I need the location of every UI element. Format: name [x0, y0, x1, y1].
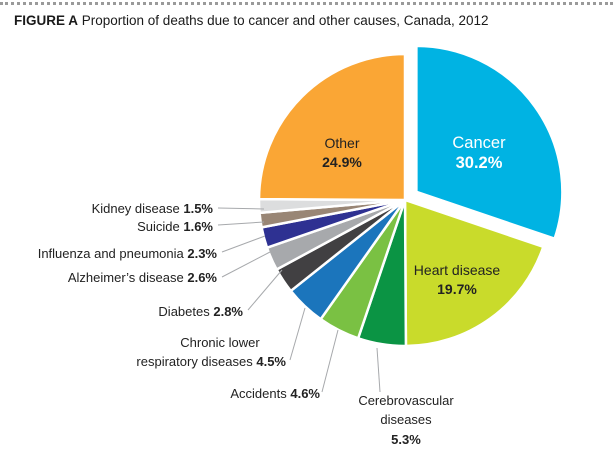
pie-slice-cancer: [415, 44, 564, 240]
figure-label: FIGURE A: [14, 13, 78, 28]
title-bar: FIGURE A Proportion of deaths due to can…: [0, 0, 613, 44]
label-chronic-line2: respiratory diseases 4.5%: [136, 354, 286, 369]
label-cancer-name: Cancer: [452, 134, 506, 152]
chart-title: FIGURE A Proportion of deaths due to can…: [14, 13, 489, 28]
leader-line-suicide: [217, 221, 265, 226]
label-suicide-value: 1.6%: [183, 219, 213, 234]
label-influenza-value: 2.3%: [187, 246, 217, 261]
pie-slice-other: [257, 52, 407, 202]
leader-line-alzheimer: [221, 251, 271, 278]
label-kidney: Kidney disease 1.5%: [92, 201, 214, 216]
label-alzheimer: Alzheimer’s disease 2.6%: [68, 270, 218, 285]
dotted-rule: [0, 2, 613, 5]
pie-slices: [257, 44, 564, 348]
label-diabetes: Diabetes 2.8%: [158, 304, 243, 319]
label-alzheimer-value: 2.6%: [187, 270, 217, 285]
label-chronic-line2-text: respiratory diseases: [136, 354, 253, 369]
leader-line-cerebro: [376, 347, 381, 393]
label-diabetes-name: Diabetes: [158, 304, 210, 319]
leader-line-influenza: [221, 235, 266, 253]
figure-title: Proportion of deaths due to cancer and o…: [81, 13, 489, 28]
label-influenza: Influenza and pneumonia 2.3%: [38, 246, 218, 261]
label-heart-name: Heart disease: [414, 262, 501, 278]
label-chronic-value: 4.5%: [256, 354, 286, 369]
label-cerebro-value: 5.3%: [391, 432, 421, 447]
leader-line-accidents: [321, 329, 339, 393]
label-other-name: Other: [324, 135, 359, 151]
label-influenza-name: Influenza and pneumonia: [38, 246, 185, 261]
label-kidney-value: 1.5%: [183, 201, 213, 216]
label-accidents-value: 4.6%: [290, 386, 320, 401]
leader-line-chronic: [289, 307, 306, 361]
label-cerebro-line2: diseases: [380, 412, 432, 427]
label-suicide-name: Suicide: [137, 219, 180, 234]
leader-line-kidney: [217, 207, 265, 210]
label-chronic-line1: Chronic lower: [180, 335, 260, 350]
label-alzheimer-name: Alzheimer’s disease: [68, 270, 184, 285]
label-kidney-name: Kidney disease: [92, 201, 180, 216]
label-accidents: Accidents 4.6%: [230, 386, 320, 401]
label-accidents-name: Accidents: [230, 386, 287, 401]
label-diabetes-value: 2.8%: [213, 304, 243, 319]
leader-line-diabetes: [247, 269, 283, 311]
leader-lines: [217, 207, 381, 393]
label-suicide: Suicide 1.6%: [137, 219, 213, 234]
label-cerebro-line1: Cerebrovascular: [358, 393, 454, 408]
label-heart-value: 19.7%: [437, 281, 477, 297]
label-other-value: 24.9%: [322, 154, 362, 170]
pie-slice-heart-disease: [403, 198, 545, 348]
label-cancer-value: 30.2%: [456, 154, 503, 172]
